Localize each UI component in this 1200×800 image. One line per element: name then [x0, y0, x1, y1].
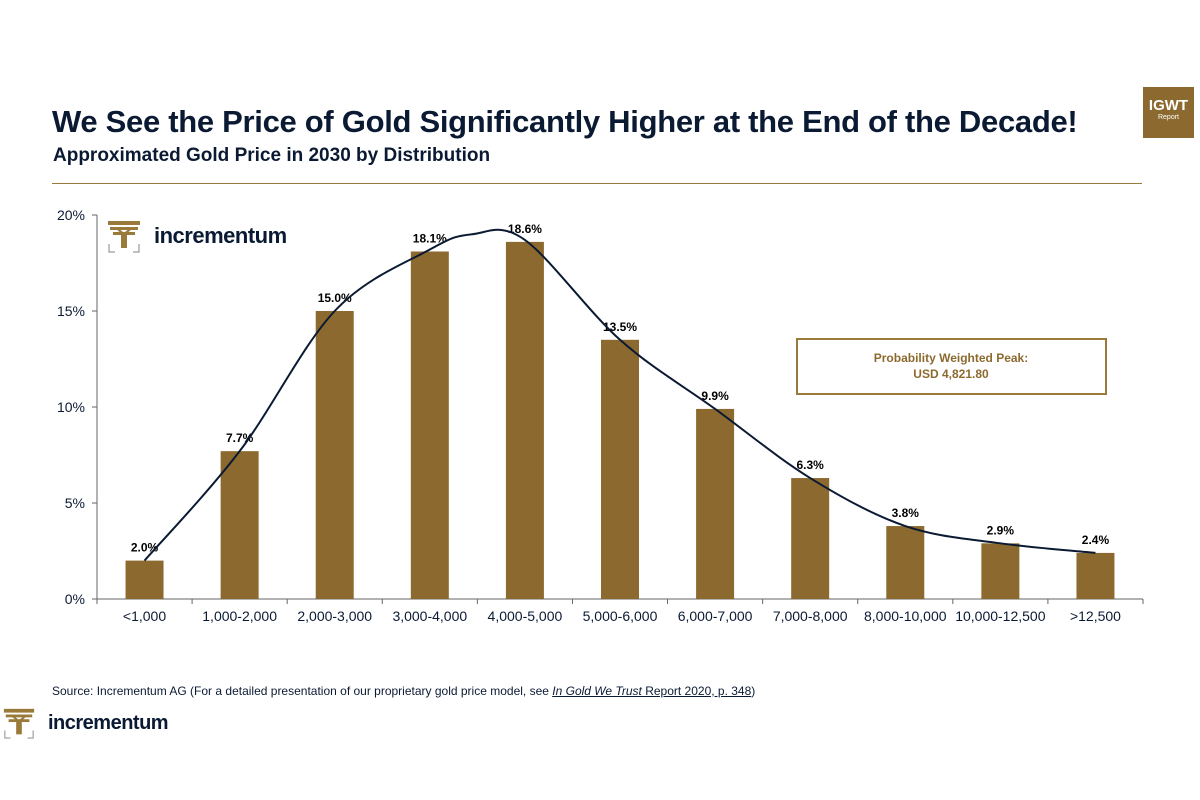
x-tick-label: >12,500 [1070, 608, 1121, 624]
source-report-rest: Report 2020, p. 348 [641, 684, 752, 698]
x-tick-label: 6,000-7,000 [678, 608, 753, 624]
peak-annotation-line2: USD 4,821.80 [913, 367, 989, 381]
tree-logo-icon [3, 708, 35, 739]
igwt-report-badge: IGWT Report [1143, 87, 1194, 138]
y-tick-label: 10% [57, 399, 85, 415]
bar-data-label: 3.8% [892, 506, 920, 520]
x-tick-label: 3,000-4,000 [392, 608, 467, 624]
bar [125, 560, 164, 599]
footer-logo: incrementum [2, 706, 169, 740]
y-tick-label: 15% [57, 303, 85, 319]
distribution-curve [143, 228, 1096, 562]
x-tick-label: 4,000-5,000 [488, 608, 563, 624]
bar [410, 251, 449, 600]
bar [791, 478, 830, 599]
source-suffix: ) [751, 684, 756, 698]
peak-annotation-box [796, 338, 1107, 395]
bar-data-label: 9.9% [701, 389, 729, 403]
tree-logo-icon [108, 221, 140, 253]
x-tick-label: <1,000 [123, 608, 166, 624]
badge-main-text: IGWT [1148, 97, 1189, 114]
badge-sub-text: Report [1157, 114, 1179, 121]
header-divider [52, 183, 1142, 184]
bar-data-label: 2.9% [987, 523, 1015, 537]
bar-data-label: 6.3% [797, 458, 825, 472]
logo-wordmark: incrementum [48, 711, 169, 734]
logo-wordmark: incrementum [154, 223, 287, 248]
bar-data-label: 2.0% [131, 541, 159, 555]
bar-data-label: 18.1% [413, 231, 447, 245]
y-tick-label: 20% [57, 207, 85, 223]
chart-logo: incrementum [106, 218, 287, 254]
source-note: Source: Incrementum AG (For a detailed p… [52, 684, 755, 698]
x-tick-label: 7,000-8,000 [773, 608, 848, 624]
bar-data-label: 2.4% [1082, 533, 1110, 547]
page-subtitle: Approximated Gold Price in 2030 by Distr… [53, 145, 491, 166]
y-tick-label: 0% [65, 591, 85, 607]
peak-annotation-line1: Probability Weighted Peak: [874, 351, 1028, 365]
bar-data-label: 13.5% [603, 320, 637, 334]
source-report-link[interactable]: In Gold We Trust Report 2020, p. 348 [552, 684, 751, 698]
bar [601, 339, 639, 599]
bar [1076, 552, 1115, 599]
source-report-title: In Gold We Trust [552, 684, 642, 698]
bar-data-label: 18.6% [508, 222, 542, 236]
bar [220, 451, 259, 599]
bar [886, 526, 925, 599]
x-tick-label: 2,000-3,000 [297, 608, 372, 624]
bar [505, 241, 544, 599]
x-tick-label: 1,000-2,000 [202, 608, 277, 624]
x-tick-label: 5,000-6,000 [583, 608, 658, 624]
source-prefix: Source: Incrementum AG (For a detailed p… [52, 684, 553, 698]
y-tick-label: 5% [65, 495, 85, 511]
bar [696, 408, 735, 599]
x-tick-label: 8,000-10,000 [864, 608, 947, 624]
bar [315, 311, 354, 599]
x-tick-label: 10,000-12,500 [955, 608, 1046, 624]
page-title: We See the Price of Gold Significantly H… [52, 104, 1078, 139]
bar [981, 543, 1020, 599]
